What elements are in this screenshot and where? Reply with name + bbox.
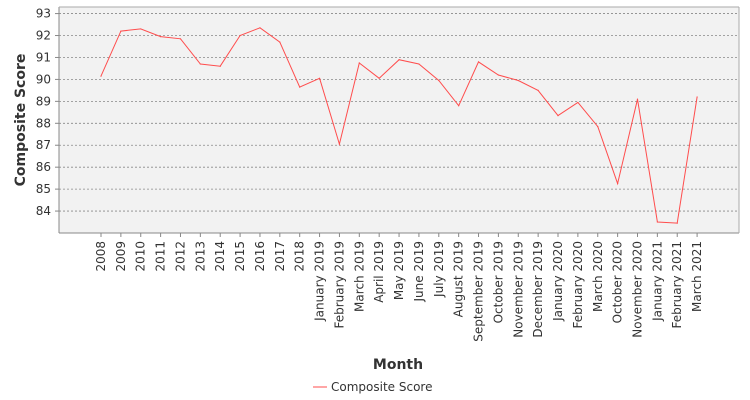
data-point [338,143,341,145]
y-tick-label: 84 [36,204,51,218]
data-point [617,183,619,185]
data-point [199,63,201,65]
x-tick-label: 2018 [293,241,307,272]
x-tick-label: June 2019 [412,241,426,303]
data-point [497,74,499,76]
x-tick-label: 2012 [173,241,187,272]
data-point [636,98,639,100]
data-point [458,105,460,107]
legend: Composite Score [313,380,432,394]
data-point [398,59,400,61]
x-tick-label: 2015 [233,241,247,272]
grid-lines [59,13,739,212]
data-point [160,36,162,38]
data-point [577,101,579,104]
x-tick-label: 2017 [273,241,287,272]
data-point [696,96,698,98]
data-point [517,79,519,82]
data-point [279,41,281,43]
data-point [557,115,559,117]
x-tick-label: 2014 [213,241,227,272]
x-tick-label: November 2020 [630,241,644,338]
data-point [597,125,599,128]
plot-area-background [59,7,739,233]
x-tick-label: March 2019 [352,241,366,312]
x-tick-label: May 2019 [392,241,406,300]
x-tick-label: November 2019 [511,241,525,338]
x-tick-label: 2009 [114,241,128,272]
x-tick-label: January 2019 [313,241,327,322]
x-tick-label: February 2021 [670,241,684,329]
x-tick-label: 2010 [134,241,148,272]
data-point [318,77,321,79]
data-point [100,75,102,77]
data-point [219,65,221,67]
x-tick-label: October 2019 [491,241,505,323]
x-tick-label: February 2019 [332,241,346,329]
y-tick-label: 86 [36,160,51,174]
x-tick-label: February 2020 [571,241,585,329]
x-tick-label: 2008 [94,241,108,272]
data-point [537,89,539,91]
y-tick-label: 90 [36,72,51,86]
y-tick-label: 87 [36,138,51,152]
data-point [239,34,241,37]
x-tick-label: August 2019 [452,241,466,317]
data-point [140,28,142,30]
data-point [358,62,360,64]
data-point [438,79,440,82]
x-tick-label: January 2021 [650,241,664,322]
x-tick-label: 2013 [193,241,207,272]
x-tick-label: January 2020 [551,241,565,322]
x-tick-label: October 2020 [611,241,625,323]
y-tick-label: 85 [36,182,51,196]
data-point [676,222,678,224]
x-tick-label: 2011 [154,241,168,272]
y-tick-label: 89 [36,94,51,108]
x-tick-label: 2016 [253,241,267,272]
data-point [120,30,122,32]
x-tick-label: April 2019 [372,241,386,303]
x-tick-label: March 2021 [690,241,704,312]
x-axis-ticks: 2008 2009 2010 2011 2012 2013 2014 2015 2016 2017… [94,233,704,342]
x-tick-label: December 2019 [531,241,545,338]
x-tick-label: September 2019 [472,241,486,342]
legend-label: Composite Score [331,380,432,394]
data-point [299,86,301,88]
x-tick-label: March 2020 [591,241,605,312]
data-point [477,61,480,63]
y-tick-label: 93 [36,7,51,21]
y-tick-label: 88 [36,116,51,130]
y-tick-label: 91 [36,50,51,64]
series-group [100,27,698,224]
y-tick-label: 92 [36,29,51,43]
data-point [179,38,182,40]
data-point [656,221,658,223]
data-point [418,63,420,65]
y-axis-title: Composite Score [13,54,29,187]
data-point [259,27,261,29]
x-tick-label: July 2019 [432,241,446,298]
data-point [378,77,380,79]
x-axis-title: Month [373,357,423,373]
y-axis-ticks: 84 85 86 87 88 89 90 91 92 93 [36,7,59,218]
